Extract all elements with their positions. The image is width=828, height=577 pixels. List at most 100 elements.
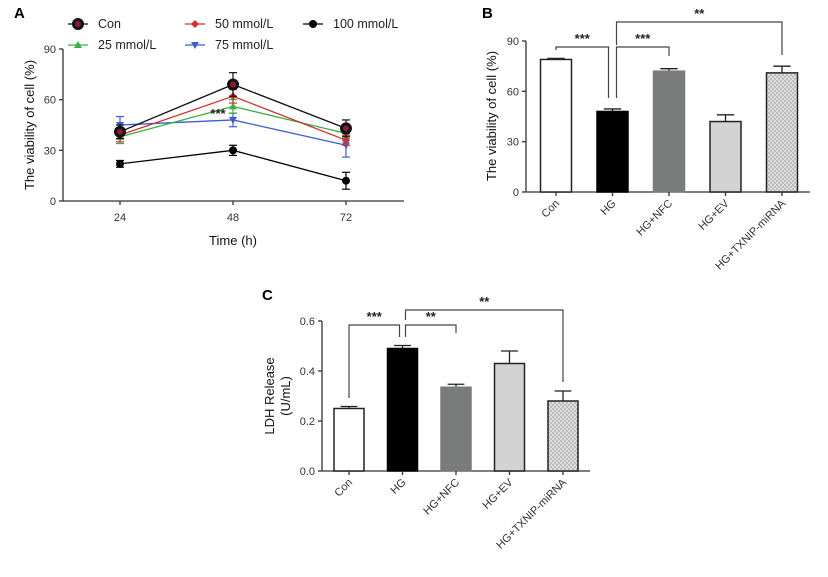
legend-marker-inner: [75, 21, 81, 27]
bar: [547, 400, 579, 472]
bracket-line: [348, 324, 401, 398]
legend-item: Con: [68, 17, 121, 31]
bar-group: [493, 350, 526, 472]
bracket-line: [404, 324, 457, 337]
panel-c: C LDH Release (U/mL) 0.0 0.2 0.4 0.6 Con HG HG…: [262, 287, 590, 551]
data-point: [342, 176, 350, 185]
series-100-mmol-l: [116, 144, 350, 190]
legend-marker: [74, 41, 82, 48]
y-tick-label-a: 30: [44, 145, 56, 157]
data-point: [229, 102, 237, 110]
data-point-inner: [230, 81, 236, 88]
legend-label: 75 mmol/L: [215, 38, 273, 52]
panel-b: B The viability of cell (%) 0 30 60 90 Con HG…: [482, 5, 810, 272]
bar-group: [652, 68, 686, 193]
significance-bracket: ***: [615, 31, 670, 98]
series-con: [114, 72, 352, 140]
x-tick-label: HG+NFC: [421, 477, 462, 518]
bar-group: [333, 405, 365, 472]
significance-label: **: [479, 294, 490, 309]
y-tick-label: 0.2: [300, 416, 315, 428]
x-tick-label: Con: [332, 477, 355, 500]
bracket-line: [615, 46, 670, 98]
legend-item: 25 mmol/L: [68, 38, 156, 52]
y-tick-label: 0.0: [300, 466, 315, 478]
y-tick-label: 0.6: [300, 316, 315, 328]
data-point-inner: [117, 128, 123, 135]
y-tick-label: 60: [507, 86, 519, 98]
data-point-inner: [343, 125, 349, 132]
significance-bracket: **: [404, 309, 457, 337]
y-tick-label-a: 60: [44, 95, 56, 107]
significance-label: **: [694, 6, 705, 21]
significance-bracket: ***: [555, 31, 610, 98]
bar: [652, 70, 686, 193]
bar-group: [547, 390, 579, 472]
legend-marker: [309, 20, 317, 28]
data-point: [229, 146, 237, 155]
bar-group: [765, 65, 799, 193]
bar-group: [539, 57, 573, 193]
bar: [493, 362, 526, 472]
significance-label: ***: [367, 309, 383, 324]
bracket-line: [615, 21, 783, 55]
bar: [596, 110, 629, 193]
y-axis-label-c: LDH Release: [262, 357, 277, 434]
data-point: [342, 136, 350, 145]
bar-group: [440, 383, 472, 472]
legend-label: 50 mmol/L: [215, 17, 273, 31]
significance-label-a: ***: [210, 106, 226, 121]
x-tick-label: Con: [539, 198, 562, 221]
x-tick-label-a: 48: [227, 212, 239, 224]
legend-a: Con 25 mmol/L 50 mmol/L 75 mmol/L 100 mmol/L: [68, 17, 398, 52]
bar: [709, 120, 742, 193]
y-tick-label: 30: [507, 137, 519, 149]
significance-bracket: **: [404, 294, 564, 382]
bracket-line: [555, 46, 610, 98]
x-tick-label: HG+EV: [481, 476, 517, 512]
bar: [333, 407, 365, 472]
bar-group: [596, 108, 629, 193]
x-tick-label: HG+NFC: [634, 198, 675, 239]
x-tick-label-a: 24: [114, 212, 126, 224]
bar: [386, 347, 419, 472]
significance-label: **: [426, 309, 437, 324]
legend-label: 25 mmol/L: [98, 38, 156, 52]
y-tick-label: 90: [507, 36, 519, 48]
bar: [440, 386, 472, 472]
panel-label-b: B: [482, 5, 493, 22]
y-tick-label-a: 90: [44, 44, 56, 56]
data-point: [229, 116, 237, 124]
y-axis-label-b: The viability of cell (%): [484, 51, 499, 181]
significance-label: ***: [575, 31, 591, 46]
significance-bracket: ***: [348, 309, 401, 398]
legend-marker: [191, 42, 199, 49]
y-axis-label-a: The viability of cell (%): [22, 60, 37, 190]
data-point: [116, 159, 124, 168]
bar-group: [709, 114, 742, 193]
x-tick-label: HG: [598, 198, 618, 218]
x-tick-label: HG+EV: [697, 197, 733, 233]
bar: [539, 58, 573, 193]
legend-label: 100 mmol/L: [333, 17, 398, 31]
bar-group: [386, 344, 419, 472]
y-tick-label: 0.4: [300, 366, 315, 378]
significance-label: ***: [635, 31, 651, 46]
y-axis-label-c-unit: (U/mL): [278, 376, 293, 416]
panel-label-a: A: [14, 5, 25, 22]
legend-item: 75 mmol/L: [185, 38, 273, 52]
y-tick-label-a: 0: [50, 196, 56, 208]
bar: [765, 72, 799, 193]
bracket-line: [404, 309, 564, 382]
legend-label: Con: [98, 17, 121, 31]
significance-bracket: **: [615, 6, 783, 55]
legend-marker: [191, 20, 199, 28]
x-tick-label: HG: [388, 477, 408, 497]
x-tick-label-a: 72: [340, 212, 352, 224]
panel-label-c: C: [262, 287, 273, 304]
y-tick-label: 0: [513, 187, 519, 199]
x-axis-label-a: Time (h): [209, 233, 257, 248]
legend-item: 50 mmol/L: [185, 17, 273, 31]
legend-item: 100 mmol/L: [303, 17, 398, 31]
